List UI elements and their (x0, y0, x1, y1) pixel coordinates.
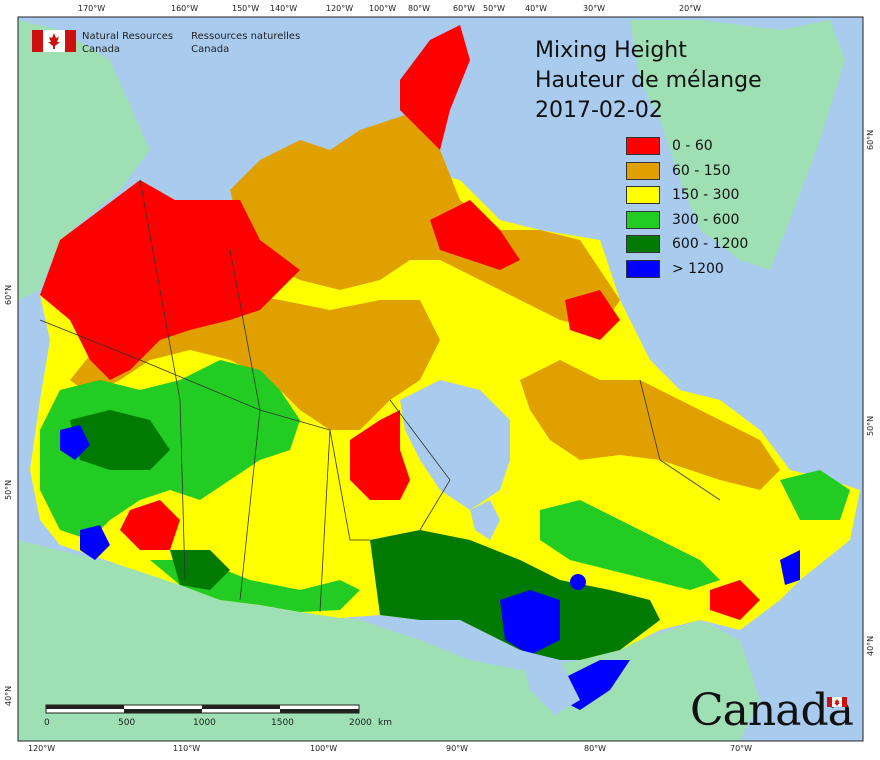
legend-label: 300 - 600 (672, 211, 740, 228)
zone-red-labrador (565, 290, 620, 340)
zone-blue-bc (60, 425, 90, 460)
top-tick-label-1: 160°W (171, 4, 199, 13)
bottom-tick-label-4: 80°W (584, 744, 607, 753)
legend-item: > 1200 (626, 257, 748, 282)
zone-green-quebec-south (540, 500, 720, 590)
legend-swatch (626, 235, 660, 254)
title-french: Hauteur de mélange (535, 68, 762, 93)
map-title: Mixing Height Hauteur de mélange 2017-02… (535, 36, 762, 126)
legend-label: 60 - 150 (672, 162, 731, 179)
great-lakes (520, 650, 580, 715)
canada-wordmark: Canada (690, 685, 854, 736)
top-tick-label-6: 80°W (408, 4, 431, 13)
zone-green-nfld (780, 470, 850, 520)
zone-red-hudson (350, 410, 410, 500)
top-tick-label-11: 20°W (679, 4, 702, 13)
top-tick-label-0: 170°W (78, 4, 106, 13)
legend-label: 600 - 1200 (672, 236, 749, 253)
zone-orange-arctic (230, 110, 620, 330)
left-tick-label-0: 60°N (4, 284, 13, 305)
alaska-land (18, 20, 150, 300)
zone-darkgreen-bc (70, 410, 170, 470)
top-tick-label-7: 60°W (453, 4, 476, 13)
top-tick-label-8: 50°W (483, 4, 506, 13)
scale-bar-graphic (45, 704, 360, 714)
agency-signature: Natural Resources Canada Ressources natu… (32, 30, 300, 56)
right-tick-label-0: 60°N (866, 129, 875, 150)
top-tick-label-10: 30°W (583, 4, 606, 13)
bottom-tick-label-2: 100°W (310, 744, 338, 753)
scale-label-1: 500 (118, 718, 136, 728)
zone-red-bc (120, 500, 180, 550)
zone-red-maritimes (710, 580, 760, 620)
province-boundaries (39, 179, 721, 613)
top-tick-label-3: 140°W (270, 4, 298, 13)
canada-flag-icon (32, 30, 76, 52)
zone-red-ellesmere (400, 25, 470, 150)
scale-label-2: 1000 (193, 718, 216, 728)
top-tick-label-9: 40°W (525, 4, 548, 13)
zone-blue-spot (570, 574, 586, 590)
legend-item: 60 - 150 (626, 159, 748, 184)
left-tick-label-2: 40°N (4, 685, 13, 706)
legend-item: 300 - 600 (626, 208, 748, 233)
top-tick-label-4: 120°W (326, 4, 354, 13)
legend-swatch (626, 210, 660, 229)
right-tick-label-2: 40°N (866, 635, 875, 656)
agency-fr-line1: Ressources naturelles (191, 31, 301, 42)
scale-label-0: 0 (44, 718, 50, 728)
legend-label: > 1200 (672, 260, 724, 277)
zone-red-baffin (430, 200, 520, 270)
bottom-tick-label-3: 90°W (446, 744, 469, 753)
zone-orange-quebec (520, 360, 780, 490)
bottom-tick-label-0: 120°W (28, 744, 56, 753)
zone-blue-ontario (500, 590, 560, 655)
james-bay (470, 500, 500, 540)
wordmark-flag-icon (827, 692, 847, 707)
right-tick-label-1: 50°N (866, 415, 875, 436)
title-english: Mixing Height (535, 38, 687, 63)
legend-label: 150 - 300 (672, 187, 740, 204)
hudson-bay (400, 380, 510, 510)
scale-label-4: 2000 (349, 718, 372, 728)
scale-label-3: 1500 (271, 718, 294, 728)
legend-swatch (626, 186, 660, 205)
scale-unit: km (378, 718, 392, 728)
legend-item: 150 - 300 (626, 183, 748, 208)
legend-swatch (626, 137, 660, 156)
greenland-land (630, 20, 845, 270)
legend-item: 0 - 60 (626, 134, 748, 159)
zone-red-yukon-nwt (40, 180, 300, 380)
legend-swatch (626, 161, 660, 180)
legend-label: 0 - 60 (672, 138, 713, 155)
legend-swatch (626, 259, 660, 278)
bottom-tick-label-5: 70°W (730, 744, 753, 753)
top-tick-label-5: 100°W (369, 4, 397, 13)
zone-blue-maritimes (780, 550, 800, 585)
agency-en-line1: Natural Resources (82, 31, 174, 42)
legend: 0 - 60 60 - 150 150 - 300 300 - 600 600 - 12… (626, 134, 748, 281)
bottom-tick-label-1: 110°W (173, 744, 201, 753)
left-tick-label-1: 50°N (4, 479, 13, 500)
title-date: 2017-02-02 (535, 98, 663, 123)
zone-blue-bc-south (80, 525, 110, 560)
agency-fr-line2: Canada (191, 44, 230, 55)
legend-item: 600 - 1200 (626, 232, 748, 257)
agency-en-line2: Canada (82, 44, 121, 55)
top-tick-label-2: 150°W (232, 4, 260, 13)
